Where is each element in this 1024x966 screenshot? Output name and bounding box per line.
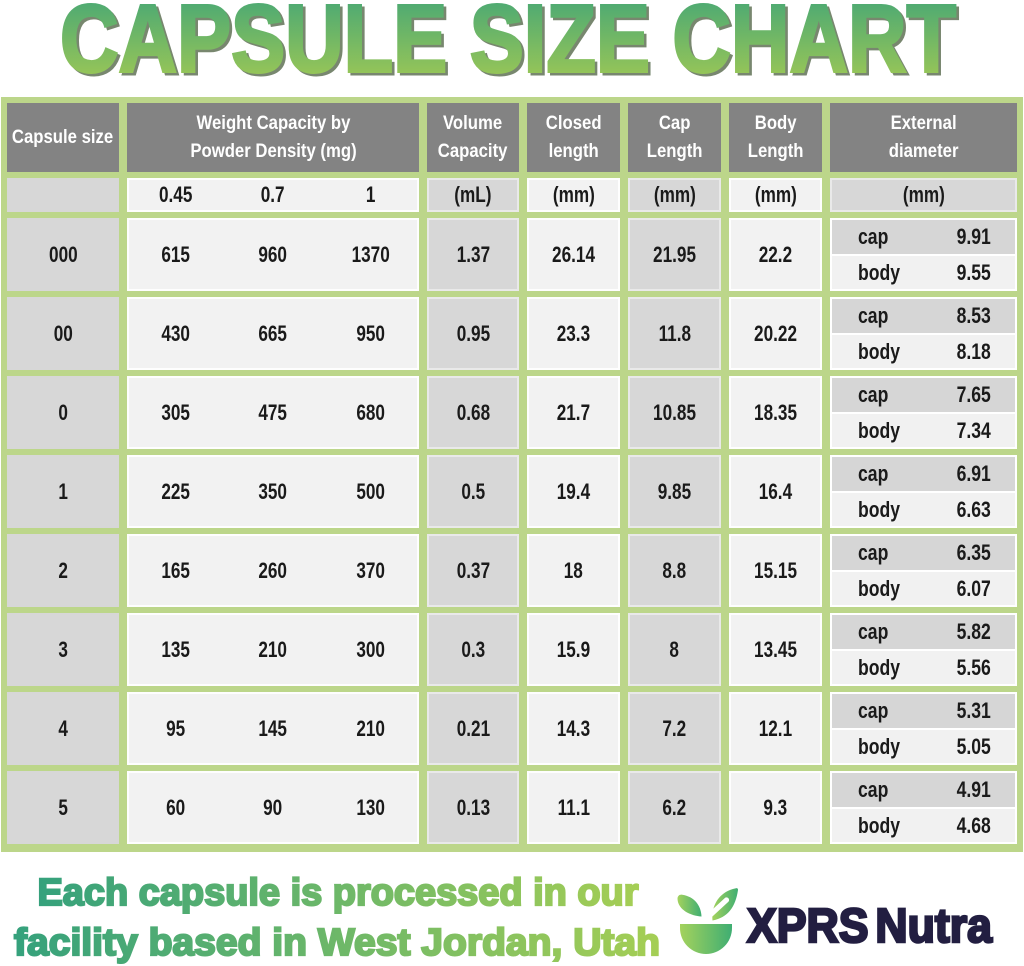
svg-text:Each capsule is processed in o: Each capsule is processed in our	[38, 872, 639, 914]
svg-text:XPRS Nutra: XPRS Nutra	[747, 900, 992, 953]
svg-text:facility based in West Jordan,: facility based in West Jordan, Utah	[14, 922, 660, 964]
svg-text:CAPSULE SIZE CHART: CAPSULE SIZE CHART	[60, 0, 956, 93]
svg-text:CAPSULE SIZE CHART: CAPSULE SIZE CHART	[63, 0, 959, 95]
